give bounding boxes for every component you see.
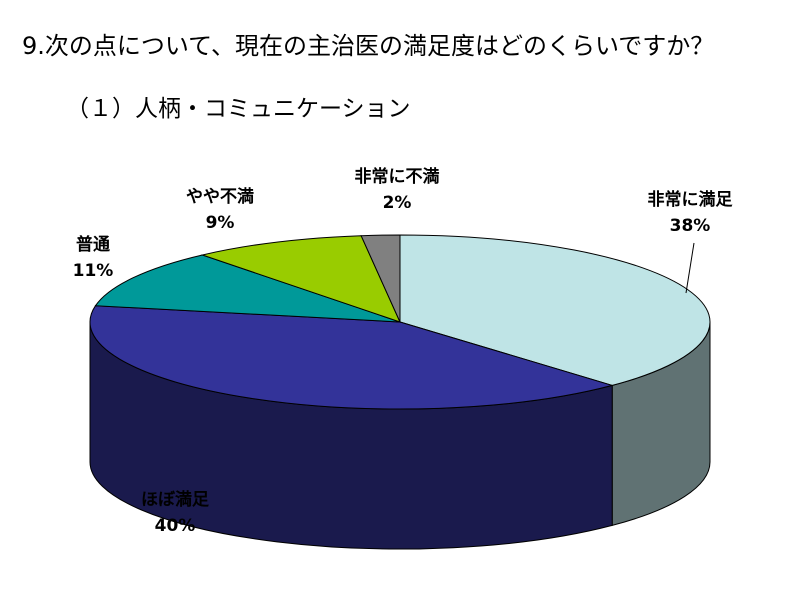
category-label: 非常に不満: [355, 166, 440, 187]
category-label: 非常に満足: [648, 189, 733, 210]
pie-tops: [89, 234, 711, 410]
percent-label: 40%: [155, 516, 196, 536]
percent-label: 38%: [670, 216, 711, 236]
category-label: 普通: [76, 234, 110, 255]
leader-line-slice-1: [685, 242, 695, 294]
pie-slice-slice-4: [200, 235, 401, 323]
pie-slice-slice-5: [360, 234, 401, 323]
percent-label: 11%: [73, 261, 114, 281]
pie-slice-slice-2: [89, 305, 615, 410]
data-label-slice-4: やや不満 9%: [186, 186, 254, 233]
percent-label: 9%: [206, 213, 235, 233]
data-label-slice-5: 非常に不満 2%: [355, 166, 440, 213]
page-subtitle: （１）人柄・コミュニケーション: [66, 96, 411, 122]
page-title: 9.次の点について、現在の主治医の満足度はどのくらいですか？: [22, 32, 715, 60]
data-label-slice-1: 非常に満足 38%: [648, 189, 733, 236]
category-label: ほぼ満足: [141, 489, 209, 510]
data-label-slice-2: ほぼ満足 40%: [141, 489, 209, 536]
pie-slice-slice-3: [94, 254, 401, 323]
pie-slice-slice-1: [399, 234, 711, 386]
pie-sides: [89, 321, 711, 550]
data-label-slice-3: 普通 11%: [73, 234, 114, 281]
pie-labels: 非常に満足 38% ほぼ満足 40% 普通 11% やや不満 9% 非常に不満 2%: [73, 166, 733, 536]
category-label: やや不満: [186, 186, 254, 207]
percent-label: 2%: [383, 193, 412, 213]
pie-leaders: [685, 242, 695, 294]
